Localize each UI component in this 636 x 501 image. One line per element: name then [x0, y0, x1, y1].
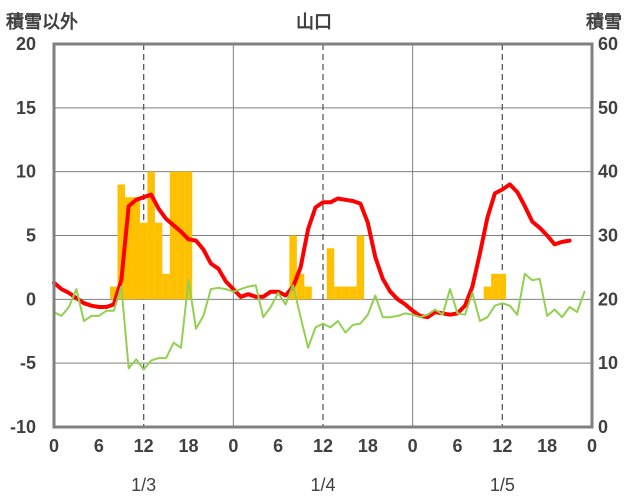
- x-tick-label: 18: [358, 436, 378, 456]
- snow-bar: [326, 248, 335, 300]
- snow-bar: [341, 286, 350, 300]
- right-tick-label: 40: [598, 162, 618, 182]
- snow-bar: [349, 286, 357, 300]
- left-tick-label: -10: [10, 417, 36, 437]
- right-tick-label: 20: [598, 289, 618, 309]
- chart-title: 山口: [296, 12, 332, 33]
- snow-bar: [169, 171, 178, 300]
- snow-bar: [154, 222, 163, 300]
- right-tick-label: 60: [598, 34, 618, 54]
- plot-frame: [52, 42, 594, 429]
- x-tick-label: 18: [178, 436, 198, 456]
- snow-bar: [334, 286, 342, 300]
- date-label: 1/4: [310, 475, 335, 495]
- snow-bar: [177, 171, 185, 300]
- right-tick-label: 10: [598, 353, 618, 373]
- date-label: 1/3: [131, 475, 156, 495]
- snow-bar: [117, 184, 125, 300]
- right-tick-label: 50: [598, 98, 618, 118]
- snow-bar: [132, 197, 140, 300]
- snow-bar: [162, 273, 170, 300]
- left-tick-label: 10: [16, 162, 36, 182]
- snow-bar: [147, 171, 155, 300]
- snow-bar: [498, 273, 507, 300]
- snow-bar: [296, 273, 305, 300]
- left-tick-label: 15: [16, 98, 36, 118]
- green-series-line: [53, 272, 586, 371]
- snow-bar: [110, 286, 118, 300]
- x-tick-label: 18: [537, 436, 557, 456]
- snow-bar: [356, 235, 365, 300]
- x-tick-label: 0: [49, 436, 59, 456]
- left-tick-label: -5: [20, 353, 36, 373]
- x-tick-label: 0: [228, 436, 238, 456]
- left-tick-label: 0: [26, 289, 36, 309]
- right-axis-title: 積雪: [586, 12, 622, 33]
- left-tick-label: 5: [26, 226, 36, 246]
- snow-bar: [289, 235, 297, 300]
- x-tick-label: 0: [587, 436, 597, 456]
- x-tick-label: 6: [94, 436, 104, 456]
- snow-bar: [124, 197, 133, 300]
- x-tick-label: 12: [492, 436, 512, 456]
- snow-bar: [483, 286, 492, 300]
- snow-bar: [139, 222, 148, 300]
- right-tick-label: 30: [598, 226, 618, 246]
- x-tick-label: 6: [273, 436, 283, 456]
- right-tick-label: 0: [598, 417, 608, 437]
- x-tick-label: 12: [134, 436, 154, 456]
- snow-bar: [184, 171, 193, 300]
- date-label: 1/5: [490, 475, 515, 495]
- snow-bar: [304, 286, 312, 300]
- snow-bar: [491, 273, 499, 300]
- red-series-line: [52, 182, 572, 320]
- x-tick-label: 6: [452, 436, 462, 456]
- left-axis-title: 積雪以外: [6, 12, 78, 33]
- x-tick-label: 0: [408, 436, 418, 456]
- x-tick-label: 12: [313, 436, 333, 456]
- left-tick-label: 20: [16, 34, 36, 54]
